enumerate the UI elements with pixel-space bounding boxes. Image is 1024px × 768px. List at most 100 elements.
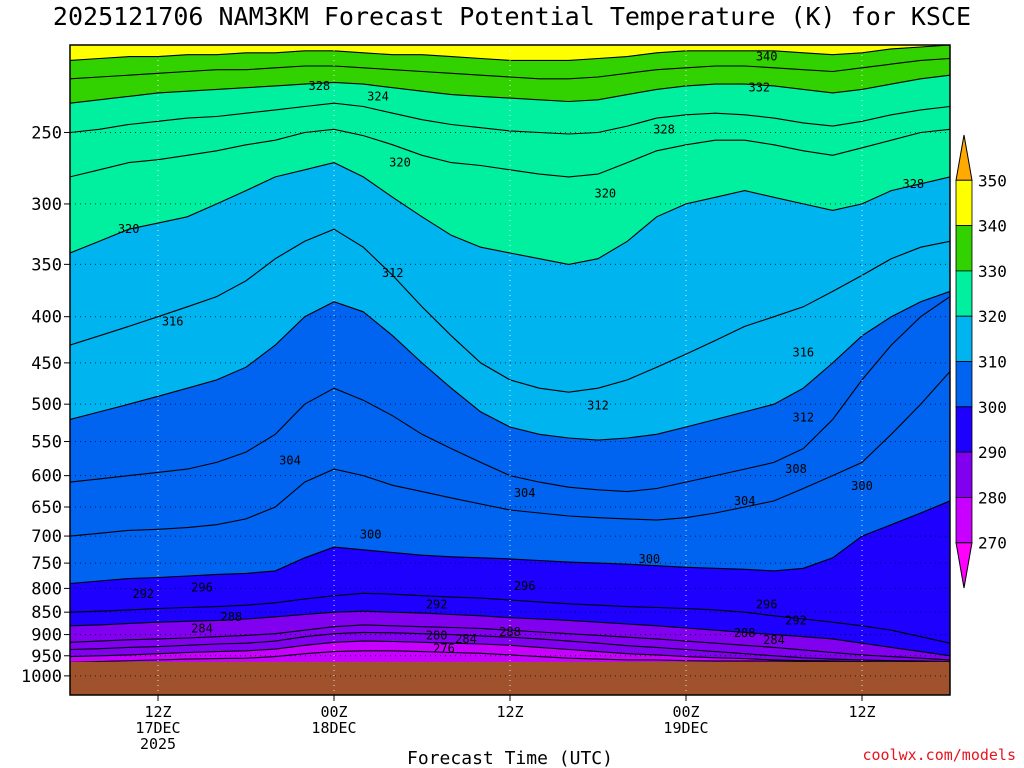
contour-label-284: 284 (763, 633, 785, 647)
contour-label-316: 316 (162, 315, 184, 329)
contour-label-300: 300 (360, 527, 382, 541)
chart-title: 2025121706 NAM3KM Forecast Potential Tem… (52, 2, 972, 31)
contour-label-288: 288 (499, 625, 521, 639)
x-tick-label: 18DEC (311, 719, 356, 737)
y-tick-label: 1000 (21, 667, 62, 687)
contour-label-320: 320 (594, 186, 616, 200)
y-tick-label: 700 (31, 527, 62, 547)
y-tick-label: 950 (31, 647, 62, 667)
colorbar-swatch (955, 270, 973, 317)
x-tick-label: 12Z (144, 703, 171, 721)
y-tick-label: 400 (31, 308, 62, 328)
plot-area (70, 45, 950, 695)
contour-label-304: 304 (514, 486, 536, 500)
contour-label-304: 304 (279, 453, 301, 467)
y-tick-label: 250 (31, 123, 62, 143)
contour-label-312: 312 (792, 410, 814, 424)
isentrope-320 (70, 162, 950, 265)
isentrope-lines (70, 45, 950, 695)
isentrope-276 (70, 650, 950, 663)
contour-labels: 340 332 328 324 328 328 320 320 320 312 316 316 312 3… (118, 50, 924, 656)
contour-label-280: 280 (426, 628, 448, 642)
contour-label-328: 328 (308, 79, 330, 93)
fill-band-336 (70, 45, 950, 79)
x-tick-label: 17DEC (135, 719, 180, 737)
colorbar-top-arrow (955, 134, 973, 181)
colorbar-swatch (955, 315, 973, 362)
ground (70, 661, 950, 695)
colorbar-label: 340 (978, 217, 1007, 236)
colorbar-label: 320 (978, 307, 1007, 326)
contour-label-296: 296 (514, 579, 536, 593)
x-axis-title: Forecast Time (UTC) (407, 748, 613, 768)
y-tick-label: 800 (31, 579, 62, 599)
isentrope-284 (70, 631, 950, 663)
colorbar-swatch (955, 361, 973, 408)
y-tick-label: 600 (31, 467, 62, 487)
y-tick-label: 750 (31, 554, 62, 574)
x-tick-label: 12Z (496, 703, 523, 721)
contour-label-332: 332 (748, 81, 770, 95)
colorbar-swatch (955, 451, 973, 498)
grid-lines (70, 45, 950, 695)
contour-label-316: 316 (792, 345, 814, 359)
contour-label-328: 328 (653, 122, 675, 136)
x-tick-label: 19DEC (663, 719, 708, 737)
colorbar-label: 270 (978, 534, 1007, 553)
contour-label-312: 312 (587, 399, 609, 413)
contour-label-324: 324 (367, 89, 389, 103)
colorbar-label: 280 (978, 488, 1007, 507)
isentrope-336 (70, 57, 950, 80)
contour-label-292: 292 (132, 587, 154, 601)
y-tick-label: 650 (31, 498, 62, 518)
isentrope-332 (70, 74, 950, 104)
contour-label-340: 340 (756, 50, 778, 64)
contour-label-304: 304 (734, 494, 756, 508)
contour-label-300: 300 (851, 479, 873, 493)
contour-label-320: 320 (118, 222, 140, 236)
contour-label-284: 284 (191, 621, 213, 635)
x-tick-label: 12Z (848, 703, 875, 721)
y-tick-label: 350 (31, 255, 62, 275)
colorbar-bottom-arrow (955, 542, 973, 589)
x-tick-label: 2025 (140, 735, 176, 753)
contour-label-284: 284 (455, 632, 477, 646)
contour-label-288: 288 (734, 626, 756, 640)
contour-label-308: 308 (785, 462, 807, 476)
contour-label-276: 276 (433, 641, 455, 655)
colorbar: 350 340 330 320 310 300 290 280 270 (955, 134, 1007, 589)
colorbar-label: 310 (978, 353, 1007, 372)
contour-label-292: 292 (785, 613, 807, 627)
contour-label-300: 300 (638, 552, 660, 566)
contour-label-288: 288 (220, 610, 242, 624)
y-tick-label: 900 (31, 626, 62, 646)
colorbar-label: 290 (978, 443, 1007, 462)
contour-label-296: 296 (191, 580, 213, 594)
x-tick-label: 00Z (672, 703, 699, 721)
y-axis: 250 300 350 400 450 500 550 600 650 700 750 800 850 9… (21, 123, 70, 687)
x-tick-label: 00Z (320, 703, 347, 721)
isentrope-316 (70, 228, 950, 393)
isentrope-292 (70, 610, 950, 657)
contour-label-292: 292 (426, 597, 448, 611)
colorbar-label: 350 (978, 171, 1007, 190)
isentrope-312 (70, 290, 950, 441)
contour-label-320: 320 (389, 156, 411, 170)
isentrope-300 (70, 500, 950, 585)
contour-label-312: 312 (382, 266, 404, 280)
contour-label-296: 296 (756, 597, 778, 611)
y-tick-label: 850 (31, 603, 62, 623)
isentrope-324 (70, 128, 950, 178)
colorbar-label: 300 (978, 398, 1007, 417)
colorbar-swatch (955, 496, 973, 544)
fill-band-340 (70, 45, 950, 61)
colorbar-swatch (955, 406, 973, 453)
y-tick-label: 550 (31, 433, 62, 453)
colorbar-label: 330 (978, 262, 1007, 281)
colorbar-swatch (955, 225, 973, 272)
y-tick-label: 450 (31, 354, 62, 374)
credit-link[interactable]: coolwx.com/models (862, 746, 1016, 764)
contour-label-328: 328 (902, 177, 924, 191)
